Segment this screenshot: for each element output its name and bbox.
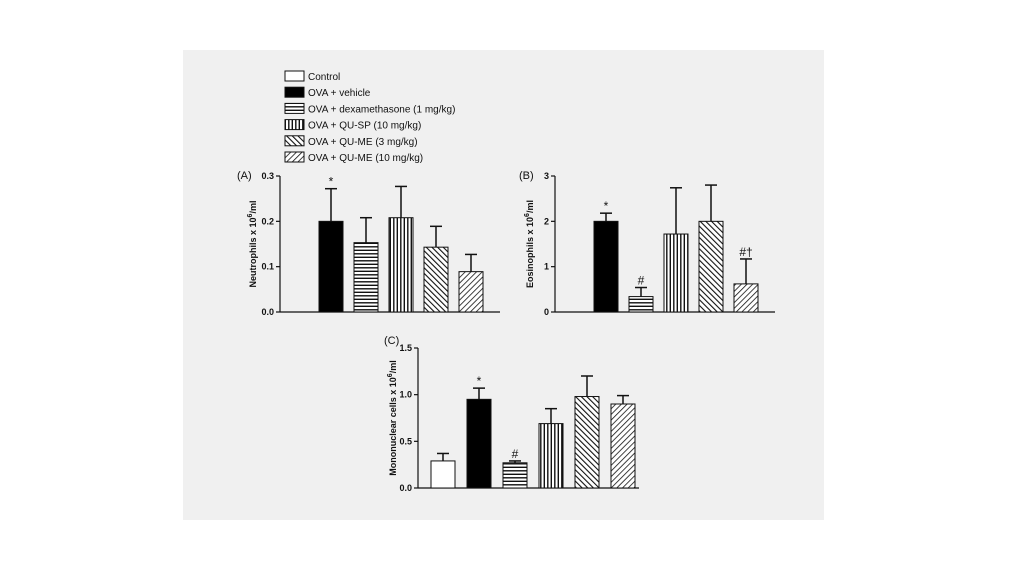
y-axis-title-0: Neutrophils x 106/ml (247, 201, 258, 288)
legend-swatch-1 (284, 86, 305, 98)
bar-1-2 (663, 233, 689, 313)
y-tick-label-1-0: 0 (544, 307, 549, 317)
y-tick-label-1-3: 3 (544, 171, 549, 181)
y-tick-label-0-3: 0.3 (261, 171, 274, 181)
y-tick-label-0-0: 0.0 (261, 307, 274, 317)
panel-label-1: (B) (519, 170, 534, 182)
y-tick-label-1-2: 2 (544, 216, 549, 226)
legend-label-1: OVA + vehicle (308, 88, 371, 99)
figure-svg: Control OVA + vehicle OVA + dexamethasone … (237, 70, 775, 493)
legend-swatch-2 (284, 102, 305, 114)
y-axis-title-tail-1: /ml (525, 200, 535, 213)
bar-1-1 (628, 296, 654, 313)
legend-label-0: Control (308, 72, 340, 83)
bar-0-0 (318, 220, 344, 313)
y-tick-label-2-2: 1.0 (399, 390, 412, 400)
bar-0-3 (423, 246, 449, 313)
bar-2-2 (502, 462, 528, 489)
panel-label-0: (A) (237, 170, 252, 182)
legend-label-4: OVA + QU-ME (3 mg/kg) (308, 137, 418, 148)
y-tick-label-2-1: 0.5 (399, 436, 412, 446)
chart-0: (A) 0.0 0.1 0.2 0.3 Neutrophils x 106/ml * (237, 170, 500, 317)
panel-label-2: (C) (384, 335, 399, 347)
y-axis-title-1: Eosinophils x 106/ml (524, 200, 535, 288)
annotation-1-4: #† (739, 245, 752, 259)
annotation-1-1: # (638, 274, 645, 288)
y-axis-title-sup-2: 6 (387, 373, 394, 377)
annotation-1-0: * (604, 199, 609, 213)
legend-label-5: OVA + QU-ME (10 mg/kg) (308, 153, 423, 164)
bar-2-4 (574, 396, 600, 489)
legend-swatch-3 (284, 119, 305, 131)
annotation-2-2: # (512, 447, 519, 461)
legend-label-3: OVA + QU-SP (10 mg/kg) (308, 121, 421, 132)
bar-2-1 (466, 398, 492, 489)
annotation-2-1: * (477, 374, 482, 388)
bar-1-4 (733, 283, 759, 313)
bar-2-0 (430, 460, 456, 489)
y-axis-title-tail-0: /ml (248, 201, 258, 214)
y-axis-title-sup-1: 6 (524, 213, 531, 217)
bar-0-1 (353, 242, 379, 313)
y-axis-title-tail-2: /ml (388, 360, 398, 373)
legend-label-2: OVA + dexamethasone (1 mg/kg) (308, 104, 455, 115)
y-tick-label-0-2: 0.2 (261, 216, 274, 226)
bar-0-4 (458, 271, 484, 313)
y-axis-title-main-1: Eosinophils x 10 (525, 217, 535, 288)
figure-panel: Control OVA + vehicle OVA + dexamethasone … (183, 50, 824, 520)
bar-1-0 (593, 220, 619, 313)
y-tick-label-1-1: 1 (544, 262, 549, 272)
y-axis-title-2: Mononuclear cells x 106/ml (387, 360, 398, 475)
chart-1: (B) 0 1 2 3 Eosinophils x 106/ml * # #† (519, 170, 775, 317)
legend-swatch-0 (284, 70, 305, 82)
bar-0-2 (388, 217, 414, 313)
annotation-0-0: * (329, 175, 334, 189)
y-tick-label-0-1: 0.1 (261, 262, 274, 272)
y-tick-label-2-0: 0.0 (399, 483, 412, 493)
y-axis-title-sup-0: 6 (247, 213, 254, 217)
y-axis-title-main-0: Neutrophils x 10 (248, 217, 258, 287)
bar-1-3 (698, 220, 724, 313)
legend-swatch-5 (284, 151, 305, 163)
y-tick-label-2-3: 1.5 (399, 343, 412, 353)
y-axis-title-main-2: Mononuclear cells x 10 (388, 377, 398, 476)
bar-2-5 (610, 403, 636, 489)
bar-2-3 (538, 423, 564, 489)
legend-swatch-4 (284, 135, 305, 147)
legend: Control OVA + vehicle OVA + dexamethasone … (284, 70, 455, 164)
